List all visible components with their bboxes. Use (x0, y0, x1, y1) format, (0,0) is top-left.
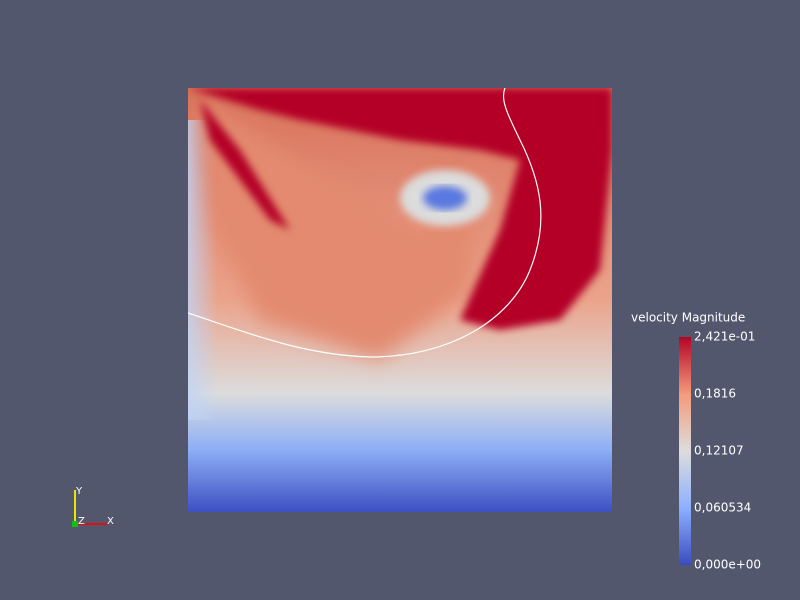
orientation-axes: Y Z X (72, 486, 114, 527)
tick-label: 0,060534 (694, 500, 751, 514)
field-render (188, 88, 612, 512)
colorbar (679, 337, 691, 565)
tick-label: 0,12107 (694, 443, 744, 457)
tick-label: 0,000e+00 (694, 558, 761, 572)
axis-label: Y (75, 486, 83, 497)
axis-label: Z (78, 516, 85, 527)
colorbar-title: velocity Magnitude (631, 311, 745, 325)
tick-label: 0,1816 (694, 386, 736, 400)
axis-label: X (107, 516, 114, 527)
tick-label: 2,421e-01 (694, 330, 755, 344)
